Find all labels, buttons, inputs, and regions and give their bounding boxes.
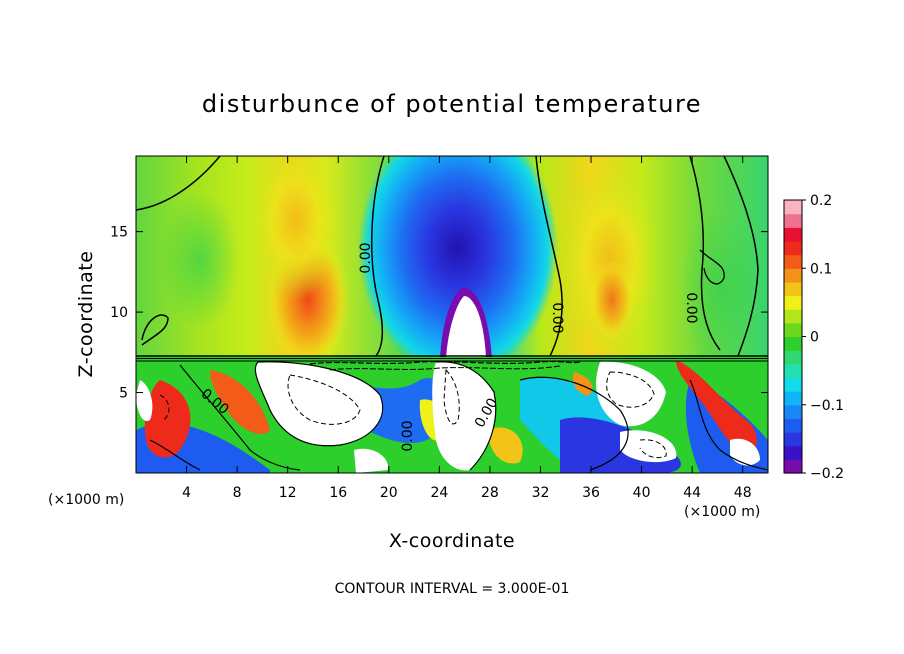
colorbar-swatch-10 (784, 322, 802, 338)
x-tick-label-7: 32 (532, 485, 550, 501)
lower-contour-4 (519, 376, 629, 471)
lower-contour-5 (689, 379, 768, 471)
yellow-band-right (560, 165, 660, 355)
colorbar-swatch-11 (784, 309, 802, 324)
dashed-contour-2 (606, 371, 655, 408)
colorbar-swatch-3 (784, 418, 802, 433)
colorbar-swatch-18 (784, 213, 802, 228)
cold-core (358, 156, 558, 378)
plot-frame (135, 155, 769, 474)
colorbar-label-3: 0.1 (810, 261, 832, 277)
x-tick-label-3: 16 (329, 485, 347, 501)
lower-contour-2 (254, 361, 384, 447)
interface-wavy-2 (329, 365, 561, 371)
contour-upper-6 (723, 156, 759, 357)
x-unit-left: (×1000 m) (48, 492, 124, 508)
x-axis: 4 8 12 16 20 24 28 32 36 40 44 48 (182, 156, 752, 501)
y-tick-label-0: 5 (119, 386, 128, 402)
y-axis-label: Z-coordinate (75, 251, 97, 378)
x-tick-label-1: 8 (233, 485, 242, 501)
colorbar-swatch-16 (784, 240, 802, 256)
cold-core-white (446, 296, 486, 358)
x-tick-label-6: 28 (481, 485, 499, 501)
colorbar-swatch-1 (784, 445, 802, 460)
colorbar-swatch-0 (784, 459, 802, 474)
dashed-contour-5 (159, 394, 170, 421)
lower-field: 0.00 0.00 0.00 (136, 357, 768, 473)
x-tick-label-5: 24 (430, 485, 448, 501)
colorbar-label-0: −0.2 (810, 466, 844, 482)
contour-label-2: 0.00 (549, 302, 565, 333)
contour-label-3: 0.00 (683, 292, 699, 323)
white-region-2 (432, 361, 496, 471)
x-tick-label-8: 36 (582, 485, 600, 501)
white-region-1 (255, 361, 383, 446)
band-yellow-2 (488, 427, 523, 464)
dashed-contour-1 (287, 374, 361, 425)
contour-upper-5 (689, 156, 721, 351)
colorbar-label-1: −0.1 (810, 398, 844, 414)
colorbar-swatch-7 (784, 363, 802, 379)
x-unit-right: (×1000 m) (684, 504, 760, 520)
colorbar-swatch-15 (784, 254, 802, 269)
band-red-2 (210, 370, 270, 434)
yellow-band-left (250, 156, 342, 300)
band-red-3 (676, 360, 757, 458)
upper-field: 0.00 0.00 0.00 (136, 156, 768, 378)
colorbar: −0.2 −0.1 0 0.1 0.2 (783, 193, 844, 482)
lower-contours-dashed (159, 368, 667, 459)
colorbar-swatch-6 (784, 377, 802, 392)
lower-contour-6 (149, 439, 201, 471)
contour-label-1: 0.00 (358, 242, 374, 273)
colorbar-swatch-12 (784, 295, 802, 310)
contour-upper-2 (141, 314, 169, 346)
x-tick-label-9: 40 (633, 485, 651, 501)
white-region-6 (730, 438, 760, 466)
colorbar-swatch-5 (784, 391, 802, 406)
y-tick-label-1: 10 (110, 305, 128, 321)
colorbar-swatch-17 (784, 227, 802, 242)
x-tick-label-4: 20 (380, 485, 398, 501)
lower-contour-3 (435, 361, 497, 471)
x-axis-label: X-coordinate (389, 530, 515, 552)
x-tick-label-10: 44 (683, 485, 701, 501)
contour-upper-7 (699, 249, 725, 285)
contour-upper-4 (535, 156, 563, 357)
warm-blob-right (590, 260, 634, 340)
white-region-5 (620, 430, 677, 463)
colorbar-swatch-14 (784, 268, 802, 283)
interface-contours (136, 355, 768, 371)
colorbar-swatch-4 (784, 404, 802, 419)
green-blob-right (680, 210, 760, 370)
white-region-7 (354, 448, 389, 473)
colorbar-label-4: 0.2 (810, 193, 832, 209)
dashed-contour-4 (639, 439, 667, 459)
band-red-1 (144, 380, 191, 458)
contour-upper-3 (371, 156, 385, 357)
x-tick-label-11: 48 (734, 485, 752, 501)
y-axis: 5 10 15 (110, 225, 768, 402)
x-tick-label-2: 12 (279, 485, 297, 501)
contour-interval-note: CONTOUR INTERVAL = 3.000E-01 (335, 581, 570, 597)
colorbar-swatch-13 (784, 281, 802, 297)
lower-contours (149, 361, 768, 471)
chart-title: disturbunce of potential temperature (202, 90, 702, 118)
green-blob-left (160, 190, 240, 330)
colorbar-swatch-19 (784, 200, 802, 215)
colorbar-label-2: 0 (810, 330, 819, 346)
dashed-contour-3 (443, 368, 460, 425)
colorbar-swatch-9 (784, 336, 802, 351)
interface-wavy (309, 360, 581, 365)
colorbar-swatch-2 (784, 432, 802, 447)
white-region-4 (136, 380, 153, 421)
lower-contour-1 (179, 364, 301, 471)
contour-upper-1 (136, 156, 221, 211)
x-tick-label-0: 4 (182, 485, 191, 501)
contour-label-5: 0.00 (400, 420, 416, 451)
y-tick-label-2: 15 (110, 225, 128, 241)
colorbar-swatch-8 (784, 350, 802, 365)
white-region-3 (596, 361, 666, 427)
band-orange-1 (572, 372, 593, 396)
